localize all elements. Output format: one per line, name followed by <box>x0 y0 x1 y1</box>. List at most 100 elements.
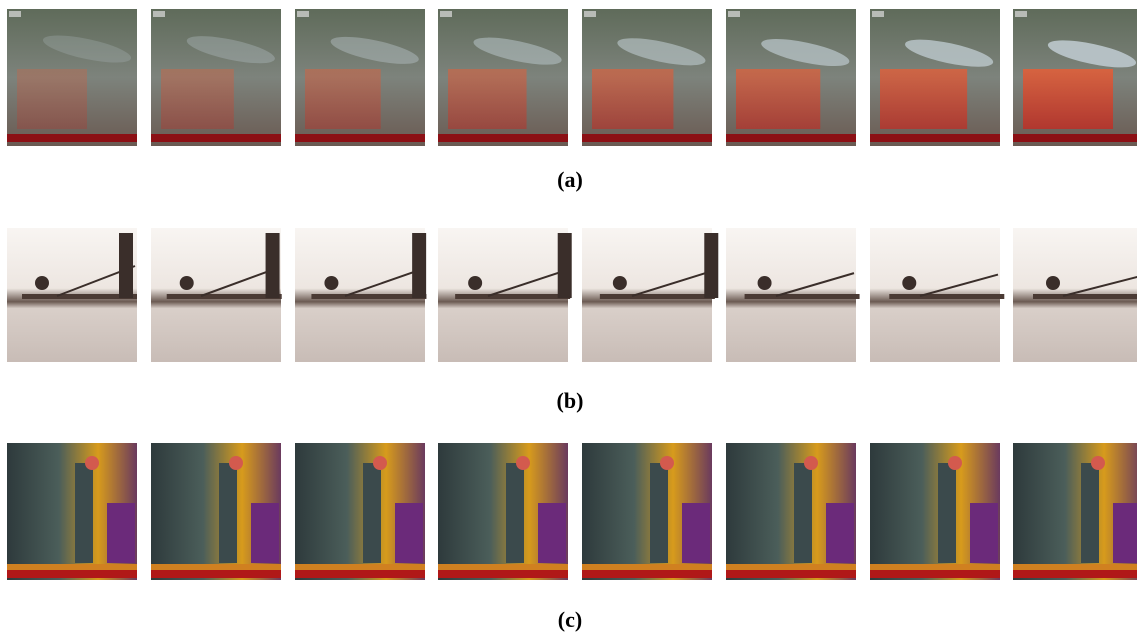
ticker <box>726 134 856 142</box>
standing-man <box>412 233 427 298</box>
fire <box>1023 69 1113 129</box>
ticker <box>295 570 425 578</box>
caption: (b) <box>557 388 584 413</box>
ticker <box>295 134 425 142</box>
person <box>794 463 812 563</box>
plane <box>905 39 994 67</box>
video-frame <box>582 9 712 146</box>
person <box>506 463 524 563</box>
boat <box>889 294 1005 299</box>
fire <box>448 69 527 129</box>
seated-man <box>35 276 49 290</box>
ticker <box>726 564 856 570</box>
person <box>251 503 279 563</box>
person <box>107 503 135 563</box>
person <box>682 503 710 563</box>
person <box>1113 503 1137 563</box>
ticker <box>870 570 1000 578</box>
video-frame <box>7 228 137 362</box>
person <box>938 463 956 563</box>
ticker <box>7 570 137 578</box>
boat <box>599 294 715 299</box>
ticker <box>582 570 712 578</box>
logo <box>872 11 884 17</box>
ticker <box>151 570 281 578</box>
plane <box>617 38 706 66</box>
person <box>363 463 381 563</box>
ticker <box>7 564 137 570</box>
pole <box>631 270 711 297</box>
person <box>826 503 854 563</box>
standing-man <box>119 233 133 298</box>
video-frame <box>582 228 719 362</box>
boat <box>311 294 427 299</box>
video-frame <box>7 443 137 580</box>
video-frame <box>438 228 572 362</box>
standing-man <box>704 233 719 298</box>
ticker <box>1013 564 1137 570</box>
ticker <box>870 564 1000 570</box>
video-frame <box>1013 228 1137 362</box>
head <box>660 456 674 470</box>
seated-man <box>468 276 483 290</box>
logo <box>9 11 21 17</box>
person <box>970 503 998 563</box>
plane <box>186 36 275 64</box>
seated-man <box>179 276 194 290</box>
fire <box>17 69 87 129</box>
plane <box>330 36 419 64</box>
video-frame <box>726 228 860 362</box>
ticker <box>582 564 712 570</box>
head <box>1091 456 1105 470</box>
boat <box>455 294 571 299</box>
video-frame <box>151 9 281 146</box>
video-frame <box>151 228 282 362</box>
head <box>85 456 99 470</box>
head <box>948 456 962 470</box>
boat <box>1033 294 1137 299</box>
person <box>75 463 93 563</box>
ticker <box>870 134 1000 142</box>
ticker <box>151 564 281 570</box>
standing-man <box>557 233 572 298</box>
ticker <box>295 564 425 570</box>
seated-man <box>902 276 917 290</box>
person <box>1081 463 1099 563</box>
plane <box>761 38 850 67</box>
video-frame <box>438 443 568 580</box>
person <box>538 503 566 563</box>
standing-man <box>265 233 280 298</box>
pole <box>344 267 424 297</box>
logo <box>297 11 309 17</box>
logo <box>153 11 165 17</box>
ticker <box>582 134 712 142</box>
person <box>219 463 237 563</box>
video-frame <box>295 228 427 362</box>
plane <box>42 35 132 63</box>
video-frame <box>7 9 137 146</box>
pole <box>775 272 855 297</box>
fire <box>592 69 674 129</box>
person <box>395 503 423 563</box>
ticker <box>7 134 137 142</box>
video-frame <box>151 443 281 580</box>
boat <box>166 294 282 299</box>
head <box>373 456 387 470</box>
head <box>516 456 530 470</box>
fire <box>305 69 381 129</box>
logo <box>728 11 740 17</box>
boat <box>744 294 860 299</box>
video-frame <box>438 9 568 146</box>
seated-man <box>757 276 772 290</box>
fire <box>880 69 968 129</box>
video-frame <box>295 443 425 580</box>
head <box>229 456 243 470</box>
logo <box>440 11 452 17</box>
boat <box>22 294 137 299</box>
pole <box>919 273 999 297</box>
video-frame <box>1013 443 1137 580</box>
ticker <box>1013 134 1137 142</box>
logo <box>1015 11 1027 17</box>
